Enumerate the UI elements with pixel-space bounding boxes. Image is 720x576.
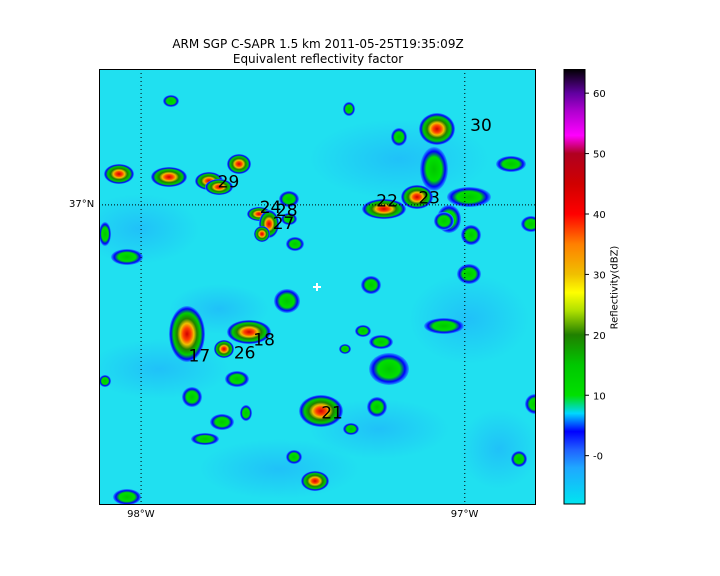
weak-echo-cell [521,216,536,232]
weak-echo-cell [279,191,299,207]
weak-echo-cell [286,237,304,251]
strong-echo-cell [362,199,406,219]
cell-id-label: 29 [218,173,240,193]
cell-id-label: 28 [276,201,298,221]
strong-echo-cell [227,154,251,174]
cell-id-label: 27 [273,214,295,234]
strong-echo-cell [254,226,270,242]
strong-echo-cell [401,185,433,209]
weak-echo-cell [367,397,387,417]
weak-echo-cell [99,375,111,387]
graticule [99,69,536,505]
strong-echo-cell [169,306,205,362]
plot-title: ARM SGP C-SAPR 1.5 km 2011-05-25T19:35:0… [172,37,464,51]
weak-echo-cell [274,289,300,313]
weak-echo-cell [447,187,491,207]
strong-echo-cell [151,167,187,187]
colorbar-scale [563,69,586,505]
strong-echo-cell [301,471,329,491]
longitude-label: 98°W [127,509,155,520]
weak-echo-cell [99,222,111,246]
colorbar-tick-label: 40 [593,210,606,221]
colorbar-label: Reflectivity(dBZ) [609,245,621,330]
weak-echo-cell [240,405,252,421]
weak-echo-cell [343,102,355,116]
weak-echo-cell [361,276,381,294]
weak-echo-cell [369,353,409,385]
colorbar-tick-label: 10 [593,391,606,402]
weak-echo-cell [525,394,536,414]
weak-echo-cell [424,318,464,334]
radar-site-marker [313,283,321,291]
strong-echo-cell [104,164,134,184]
longitude-label: 97°W [450,509,479,520]
latitude-label: 37°N [69,198,95,210]
cell-id-label: 18 [253,331,275,351]
weak-echo-cell [457,264,481,284]
strong-echo-cell [214,340,234,358]
weak-echo-cell [461,225,481,245]
strong-echo-cell [299,395,343,427]
weak-echo-cell [420,147,448,191]
weak-echo-cell [182,387,202,407]
colorbar: -0 10 20 30 40 50 60 [563,69,606,505]
weak-echo-cell [355,325,371,337]
strong-echo-cell [419,113,455,145]
weak-echo-cell [496,156,526,172]
colorbar-tick-label: 50 [593,150,606,161]
colorbar-tick-label: 60 [593,89,606,100]
colorbar-tick-label: 30 [593,270,606,281]
map-frame [99,69,536,505]
weak-echo-cell [281,213,297,225]
echo-cells [99,95,536,505]
weak-echo-cell [391,128,407,146]
cell-id-label: 22 [376,192,398,212]
cell-id-label: 24 [260,198,282,218]
weak-echo-cell [225,371,249,387]
cell-id-label: 26 [234,343,256,363]
cell-id-label: 23 [418,189,440,209]
colorbar-ticks: -0 10 20 30 40 50 60 [585,89,606,463]
weak-echo-cell [191,433,219,445]
weak-echo-cell [210,414,234,430]
weak-echo-cell [343,423,359,435]
cell-id-label: 30 [470,116,492,136]
weak-echo-cell [113,489,141,505]
weak-echo-cell [163,95,179,107]
colorbar-tick-label: -0 [593,452,603,463]
light-echo-area [409,274,529,364]
weak-echo-cell [369,335,393,349]
light-echo-area [309,399,449,459]
light-echo-area [99,194,199,264]
weak-echo-cell [511,451,527,467]
cell-id-label: 21 [321,403,343,423]
plot-subtitle: Equivalent reflectivity factor [232,52,404,66]
weak-echo-cell [286,450,302,464]
cell-id-label: 17 [189,347,211,367]
weak-echo-cell [339,344,351,354]
colorbar-tick-label: 20 [593,331,606,342]
weak-echo-cell [111,249,143,265]
strong-echo-cell [205,179,233,195]
strong-echo-cell [227,320,271,344]
light-echo-area [459,409,536,489]
weak-echo-cell [434,212,454,230]
